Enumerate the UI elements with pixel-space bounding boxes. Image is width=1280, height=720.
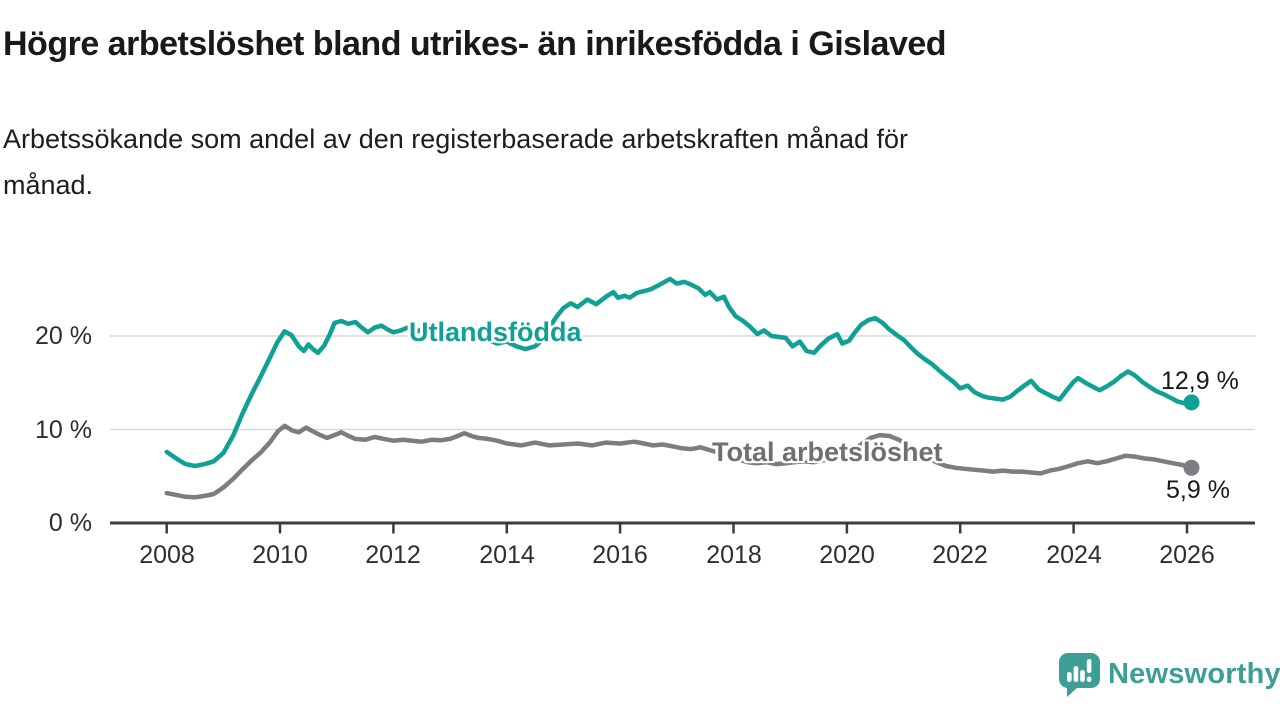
series-label-total-arbetsloshet: Total arbetslöshet (712, 437, 943, 467)
newsworthy-logo: Newsworthy (1056, 651, 1280, 703)
y-tick-label-0: 0 % (48, 509, 92, 537)
chart-subtitle-line2: månad. (3, 170, 94, 200)
x-tick-label-2018: 2018 (706, 541, 762, 569)
y-tick-label-20: 20 % (35, 322, 92, 350)
x-tick-label-2014: 2014 (479, 541, 535, 569)
x-tick-label-2008: 2008 (139, 541, 195, 569)
x-tick-label-2026: 2026 (1159, 541, 1215, 569)
series-label-utlandsfodda: Utlandsfödda (409, 317, 582, 347)
chart-subtitle: Arbetssökande som andel av den registerb… (3, 116, 1203, 208)
x-tick-label-2020: 2020 (819, 541, 875, 569)
x-tick-label-2010: 2010 (252, 541, 308, 569)
x-tick-label-2016: 2016 (592, 541, 648, 569)
end-value-label-utlandsfodda: 12,9 % (1161, 367, 1239, 395)
end-value-label-total-arbetsloshet: 5,9 % (1166, 476, 1230, 504)
chart-subtitle-line1: Arbetssökande som andel av den registerb… (3, 124, 909, 154)
x-tick-label-2012: 2012 (365, 541, 421, 569)
newsworthy-speech-bubble-bars-icon (1058, 653, 1100, 697)
x-tick-label-2024: 2024 (1046, 541, 1102, 569)
newsworthy-logo-text: Newsworthy (1108, 658, 1280, 690)
x-tick-label-2022: 2022 (932, 541, 988, 569)
y-tick-label-10: 10 % (35, 416, 92, 444)
chart-title: Högre arbetslöshet bland utrikes- än inr… (3, 25, 947, 63)
